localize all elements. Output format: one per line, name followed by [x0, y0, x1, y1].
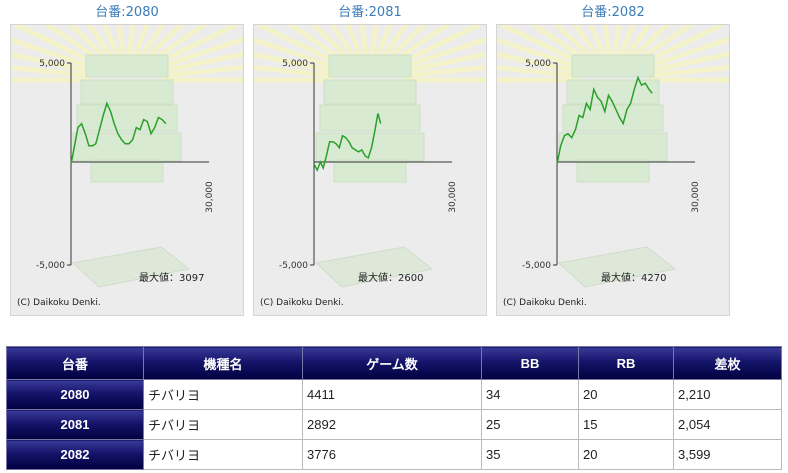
- header-rb: RB: [578, 346, 674, 380]
- y-tick-label-bottom: -5,000: [36, 261, 65, 271]
- x-tick-label-right: 30,000: [205, 181, 215, 213]
- header-machine-number: 台番: [6, 346, 144, 380]
- slump-chart: 5,000 -5,000 30,000 最大値：4270 (C) Daikoku…: [497, 25, 729, 308]
- copyright-label: (C) Daikoku Denki.: [503, 298, 587, 308]
- y-tick-label-top: 5,000: [39, 59, 65, 69]
- rb-cell: 20: [578, 379, 674, 410]
- machine-number-cell[interactable]: 2080: [6, 379, 144, 410]
- max-value-label: 最大値：4270: [601, 271, 666, 284]
- max-value-label: 最大値：3097: [139, 271, 204, 284]
- max-value-label: 最大値：2600: [358, 271, 423, 284]
- series-line: [313, 113, 382, 172]
- graph-panel-2082: 台番:2082 5,000 -5,000 30,000 最大値：4270 (C)…: [496, 0, 730, 316]
- y-tick-label-bottom: -5,000: [279, 261, 308, 271]
- bb-cell: 35: [481, 439, 579, 470]
- table-row: 2080 チバリヨ 4411 34 20 2,210: [6, 379, 782, 410]
- machine-data-table: 台番 機種名 ゲーム数 BB RB 差枚 2080 チバリヨ 4411 34 2…: [6, 346, 782, 470]
- graph-panel-2080: 台番:2080 5,000 -5,000 30,000 最大値：3097 (C)…: [10, 0, 244, 316]
- copyright-label: (C) Daikoku Denki.: [17, 298, 101, 308]
- game-count-cell: 2892: [302, 409, 482, 440]
- header-machine-name: 機種名: [143, 346, 303, 380]
- y-tick-label-top: 5,000: [282, 59, 308, 69]
- graph-panel-2081: 台番:2081 5,000 -5,000 30,000 最大値：2600 (C)…: [253, 0, 487, 316]
- slump-chart: 5,000 -5,000 30,000 最大値：2600 (C) Daikoku…: [254, 25, 486, 308]
- y-tick-label-bottom: -5,000: [522, 261, 551, 271]
- slump-chart: 5,000 -5,000 30,000 最大値：3097 (C) Daikoku…: [11, 25, 243, 308]
- bb-cell: 25: [481, 409, 579, 440]
- x-tick-label-right: 30,000: [691, 181, 701, 213]
- background-decoration: [11, 25, 243, 288]
- game-count-cell: 4411: [302, 379, 482, 410]
- machine-name-cell: チバリヨ: [143, 379, 303, 410]
- difference-cell: 2,054: [673, 409, 782, 440]
- header-bb: BB: [481, 346, 579, 380]
- table-row: 2081 チバリヨ 2892 25 15 2,054: [6, 409, 782, 440]
- chart-box: 5,000 -5,000 30,000 最大値：3097 (C) Daikoku…: [10, 24, 244, 316]
- rb-cell: 15: [578, 409, 674, 440]
- series-line: [556, 75, 653, 165]
- background-decoration: [254, 25, 486, 288]
- series-line: [70, 101, 167, 165]
- table-header-row: 台番 機種名 ゲーム数 BB RB 差枚: [6, 346, 782, 380]
- chart-box: 5,000 -5,000 30,000 最大値：2600 (C) Daikoku…: [253, 24, 487, 316]
- header-game-count: ゲーム数: [302, 346, 482, 380]
- difference-cell: 2,210: [673, 379, 782, 410]
- copyright-label: (C) Daikoku Denki.: [260, 298, 344, 308]
- bb-cell: 34: [481, 379, 579, 410]
- background-decoration: [497, 25, 729, 288]
- header-difference: 差枚: [673, 346, 782, 380]
- panel-title: 台番:2080: [95, 5, 159, 20]
- chart-box: 5,000 -5,000 30,000 最大値：4270 (C) Daikoku…: [496, 24, 730, 316]
- panel-title: 台番:2082: [581, 5, 645, 20]
- game-count-cell: 3776: [302, 439, 482, 470]
- machine-number-cell[interactable]: 2082: [6, 439, 144, 470]
- machine-name-cell: チバリヨ: [143, 439, 303, 470]
- difference-cell: 3,599: [673, 439, 782, 470]
- panel-title: 台番:2081: [338, 5, 402, 20]
- x-tick-label-right: 30,000: [448, 181, 458, 213]
- machine-name-cell: チバリヨ: [143, 409, 303, 440]
- machine-number-cell[interactable]: 2081: [6, 409, 144, 440]
- y-tick-label-top: 5,000: [525, 59, 551, 69]
- table-row: 2082 チバリヨ 3776 35 20 3,599: [6, 439, 782, 470]
- rb-cell: 20: [578, 439, 674, 470]
